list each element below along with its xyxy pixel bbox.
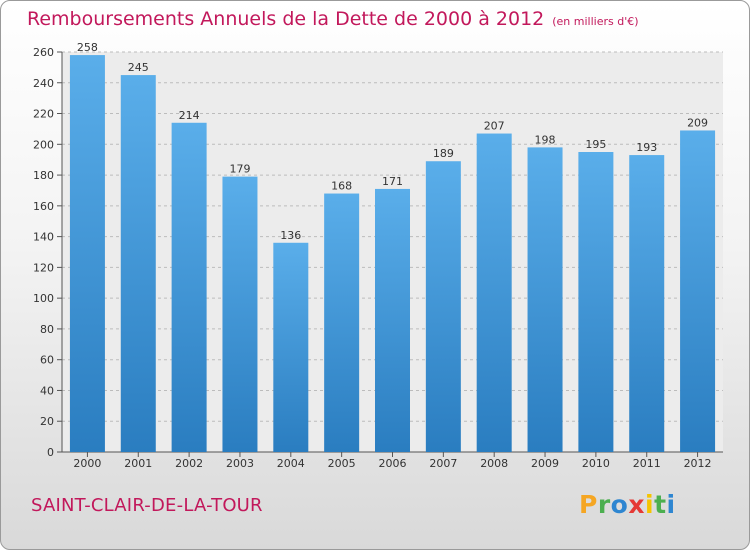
y-tick-label: 240: [33, 77, 54, 90]
y-tick-label: 100: [33, 292, 54, 305]
logo-letter: i: [645, 490, 655, 519]
y-tick-label: 40: [40, 384, 54, 397]
x-tick-label: 2004: [277, 457, 305, 470]
unit-label: (en milliers d'€): [552, 15, 639, 28]
logo-letter: x: [628, 490, 645, 519]
x-tick-label: 2000: [73, 457, 101, 470]
bar-value-label: 193: [636, 141, 657, 154]
y-tick-label: 260: [33, 46, 54, 59]
bar: [324, 193, 360, 453]
x-tick-label: 2009: [531, 457, 559, 470]
y-tick-label: 80: [40, 323, 54, 336]
y-tick-label: 0: [47, 446, 54, 459]
logo-letter: P: [579, 490, 598, 519]
bar-value-label: 168: [331, 180, 352, 193]
x-tick-label: 2012: [684, 457, 712, 470]
logo-letter: i: [666, 490, 676, 519]
bar-value-label: 195: [585, 138, 606, 151]
proxiti-logo[interactable]: Proxiti: [579, 490, 676, 519]
logo-letter: o: [610, 490, 629, 519]
bar: [425, 161, 461, 452]
x-tick-label: 2005: [328, 457, 356, 470]
x-tick-label: 2002: [175, 457, 203, 470]
bar-value-label: 207: [484, 120, 505, 133]
bar-value-label: 198: [535, 133, 556, 146]
bar-value-label: 136: [280, 229, 301, 242]
y-tick-label: 20: [40, 415, 54, 428]
bar: [629, 155, 665, 453]
x-tick-label: 2001: [124, 457, 152, 470]
bar-value-label: 189: [433, 147, 454, 160]
x-tick-label: 2010: [582, 457, 610, 470]
x-tick-label: 2007: [429, 457, 457, 470]
y-tick-label: 200: [33, 138, 54, 151]
bar: [476, 133, 512, 453]
logo-letter: t: [654, 490, 667, 519]
chart-title: Remboursements Annuels de la Dette de 20…: [27, 8, 639, 30]
bar-value-label: 214: [179, 109, 200, 122]
x-tick-label: 2006: [379, 457, 407, 470]
bar: [680, 130, 716, 452]
y-tick-label: 220: [33, 108, 54, 121]
x-axis-labels: 2000 2001 2002 2003 2004 2005 2006 2007 2008 2009…: [73, 452, 712, 470]
bar: [222, 176, 258, 452]
bar-value-label: 179: [229, 163, 250, 176]
bar-value-label: 171: [382, 175, 403, 188]
bar: [578, 152, 614, 452]
title-text: Remboursements Annuels de la Dette de 20…: [27, 8, 545, 30]
x-tick-label: 2008: [480, 457, 508, 470]
bar-value-label: 258: [77, 41, 98, 54]
bar-value-label: 245: [128, 61, 149, 74]
bar-value-label: 209: [687, 116, 708, 129]
logo-letter: r: [597, 490, 611, 519]
bar: [527, 147, 563, 452]
bar: [69, 55, 105, 452]
x-tick-label: 2011: [633, 457, 661, 470]
y-tick-label: 180: [33, 169, 54, 182]
x-tick-label: 2003: [226, 457, 254, 470]
commune-name: SAINT-CLAIR-DE-LA-TOUR: [31, 495, 263, 516]
bar: [273, 242, 309, 452]
y-tick-label: 60: [40, 354, 54, 367]
bar: [171, 122, 207, 453]
bar: [120, 75, 156, 453]
y-tick-label: 120: [33, 261, 54, 274]
bars: 258 245 214 179 136 168 171 189 207 198 195 193 209: [69, 41, 716, 453]
bar: [375, 188, 410, 452]
y-tick-label: 160: [33, 200, 54, 213]
y-tick-label: 140: [33, 231, 54, 244]
